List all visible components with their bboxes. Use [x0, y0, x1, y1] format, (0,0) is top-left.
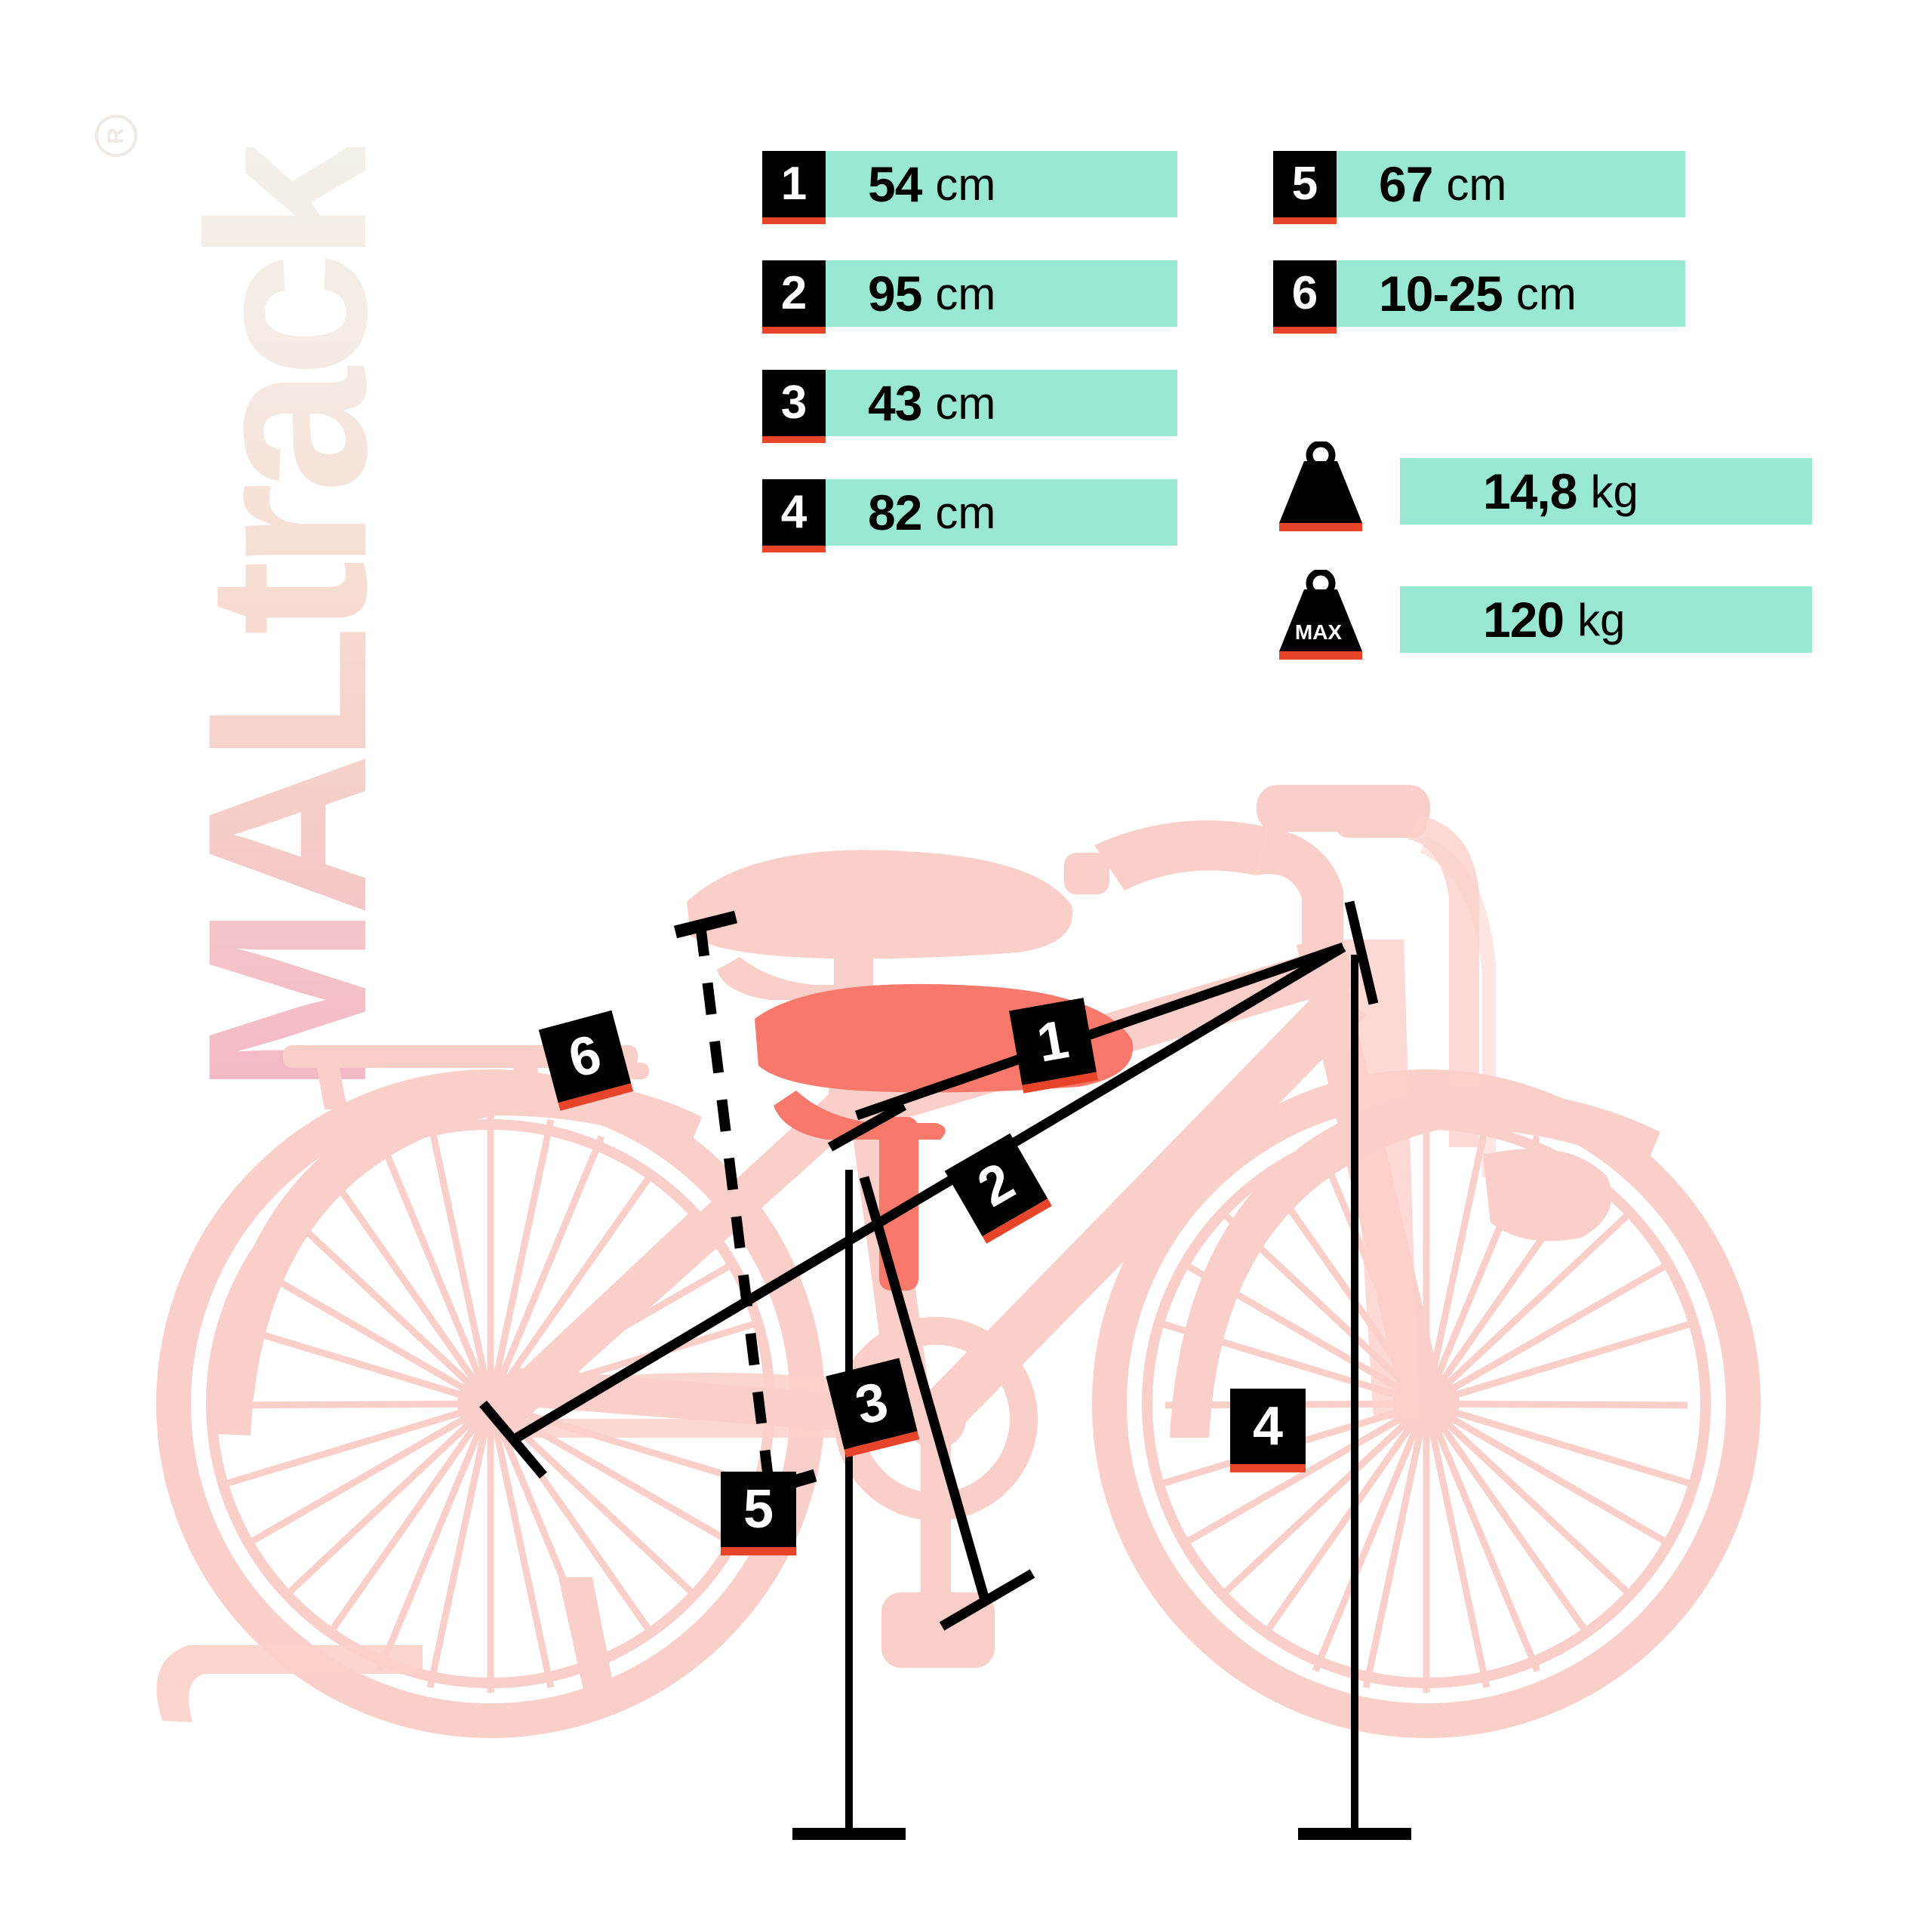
weight-icon [1279, 441, 1362, 531]
weight-row-bike: 14,8 kg [1273, 441, 1812, 532]
handlebar-bend [1257, 827, 1343, 943]
spec-number-badge-2: 2 [762, 260, 826, 334]
front-fender [1170, 1087, 1660, 1438]
spec-number-badge-1: 1 [762, 151, 826, 224]
spec-row-3: 3 43 cm [762, 370, 1177, 443]
spec-value-4: 82 [868, 485, 922, 540]
spec-row-1: 1 54 cm [762, 151, 1177, 224]
seatstay [491, 1079, 872, 1430]
diagram-marker-5: 5 [721, 1472, 796, 1555]
measure-tick-1-front [1344, 900, 1379, 1005]
weight-max-icon-label: MAX [1295, 620, 1343, 644]
measure-line-2 [514, 943, 1346, 1442]
spec-unit-1: cm [935, 158, 996, 210]
measure-line-6-dashed [695, 924, 775, 1491]
measure-line-3 [859, 1176, 990, 1601]
spec-value-6: 10-25 [1379, 266, 1503, 321]
spec-unit-3: cm [935, 377, 996, 429]
spec-unit-4: cm [935, 487, 996, 538]
spec-unit-6: cm [1515, 268, 1577, 319]
spec-row-4: 4 82 cm [762, 479, 1177, 552]
spec-value-5: 67 [1379, 156, 1433, 212]
rear-fender [211, 1075, 702, 1435]
spec-value-3: 43 [868, 375, 922, 431]
spec-number-badge-6: 6 [1273, 260, 1337, 334]
spec-unit-5: cm [1446, 158, 1507, 210]
crank-arm [921, 1419, 951, 1607]
spec-value-bar-6: 10-25 cm [1337, 260, 1685, 327]
weight-unit-bike: kg [1590, 466, 1638, 517]
spec-value-bar-4: 82 cm [826, 479, 1177, 546]
spec-value-bar-2: 95 cm [826, 260, 1177, 327]
weight-unit-max: kg [1577, 594, 1626, 645]
spec-number-badge-4: 4 [762, 479, 826, 552]
handlebar-grip-left [1094, 820, 1268, 891]
bicycle-diagram [156, 785, 1761, 1840]
saddle-upper-ghost [687, 850, 1073, 959]
spec-unit-2: cm [935, 268, 996, 319]
spec-number-badge-3: 3 [762, 370, 826, 443]
spec-number-badge-5: 5 [1273, 151, 1337, 224]
measure-tick-3-top [827, 1101, 907, 1152]
measure-tick-2-rear [479, 1400, 547, 1479]
weight-value-bar-max: 120 kg [1400, 586, 1812, 653]
weight-max-icon: MAX [1279, 570, 1362, 660]
spec-value-bar-1: 54 cm [826, 151, 1177, 217]
spec-row-5: 5 67 cm [1273, 151, 1685, 224]
spec-row-6: 6 10-25 cm [1273, 260, 1685, 334]
measurement-lines [479, 900, 1411, 1840]
down-tube [902, 981, 1366, 1449]
bicycle-silhouette [156, 785, 1761, 1738]
spec-value-2: 95 [868, 266, 922, 321]
spec-row-2: 2 95 cm [762, 260, 1177, 334]
measure-line-1 [854, 942, 1346, 1121]
spec-value-bar-3: 43 cm [826, 370, 1177, 436]
diagram-marker-4: 4 [1230, 1389, 1306, 1472]
weight-row-max: 120 kg MAX [1273, 570, 1812, 660]
measure-tick-3-bottom [939, 1569, 1035, 1631]
weight-value-max: 120 [1483, 592, 1564, 648]
weight-value-bar-bike: 14,8 kg [1400, 458, 1812, 525]
weight-value-bike: 14,8 [1483, 463, 1577, 519]
spec-value-bar-5: 67 cm [1337, 151, 1685, 217]
spec-value-1: 54 [868, 156, 922, 212]
diagram-marker-1: 1 [1009, 998, 1097, 1085]
chainstay [491, 1367, 891, 1434]
headlight [1483, 1149, 1612, 1241]
